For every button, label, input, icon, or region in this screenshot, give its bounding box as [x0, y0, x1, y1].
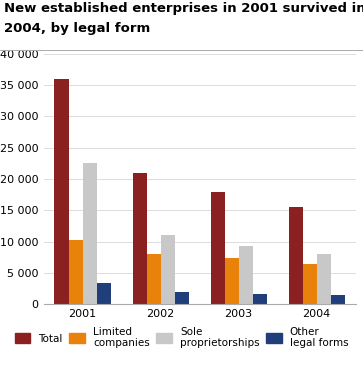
Bar — [331, 295, 345, 304]
Bar — [253, 294, 267, 304]
Bar — [317, 254, 331, 304]
Bar — [97, 283, 111, 304]
Text: New established enterprises in 2001 survived in 2002-: New established enterprises in 2001 surv… — [4, 2, 363, 15]
Bar — [225, 258, 239, 304]
Bar — [303, 263, 317, 304]
Bar — [132, 173, 147, 304]
Bar — [83, 163, 97, 304]
Bar — [54, 79, 69, 304]
Legend: Total, Limited
companies, Sole
proprietorships, Other
legal forms: Total, Limited companies, Sole proprieto… — [15, 327, 348, 348]
Bar — [69, 240, 83, 304]
Bar — [289, 207, 303, 304]
Text: 2004, by legal form: 2004, by legal form — [4, 22, 150, 35]
Bar — [147, 254, 160, 304]
Bar — [160, 235, 175, 304]
Bar — [238, 246, 253, 304]
Bar — [175, 292, 189, 304]
Bar — [211, 191, 225, 304]
